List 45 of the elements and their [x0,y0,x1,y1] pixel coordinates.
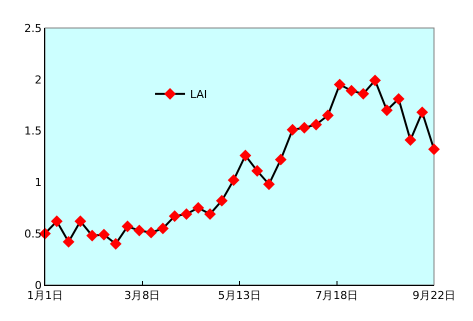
point [346,84,358,97]
x-tick-label: 5月13日 [218,289,261,302]
point [168,210,181,222]
point [180,208,192,220]
point [145,226,157,238]
point [50,215,63,228]
point [357,88,370,100]
point [416,106,428,118]
point [204,208,216,220]
point [98,228,110,240]
point [192,202,204,214]
point [133,224,146,236]
point [322,110,334,122]
y-tick-label: 1.5 [24,124,42,138]
y-tick-label: 0 [34,278,42,292]
point [381,104,393,116]
point [404,134,416,146]
point [86,230,98,242]
x-tick-label: 9月22日 [412,289,456,302]
point [216,194,228,207]
point [310,118,322,130]
point [157,222,169,234]
y-tick-label: 2 [34,73,42,86]
x-tick-label: 3月8日 [124,289,160,302]
point [110,238,122,250]
point [392,93,404,105]
point [251,165,264,177]
point [428,143,440,156]
point [298,122,310,134]
point [274,154,287,166]
point [74,215,86,228]
y-tick-label: 0.5 [24,227,42,240]
x-tick-label: 1月1日 [27,289,63,302]
point [263,178,275,190]
y-tick-label: 1 [34,176,42,190]
point [369,74,381,86]
point [122,220,134,232]
legend-label: LAI [190,88,208,102]
point [228,174,240,186]
point [334,78,346,90]
point [62,236,74,248]
point [286,124,298,136]
point [240,150,252,162]
y-tick-label: 2.5 [24,22,42,35]
x-tick-label: 7月18日 [315,289,358,302]
